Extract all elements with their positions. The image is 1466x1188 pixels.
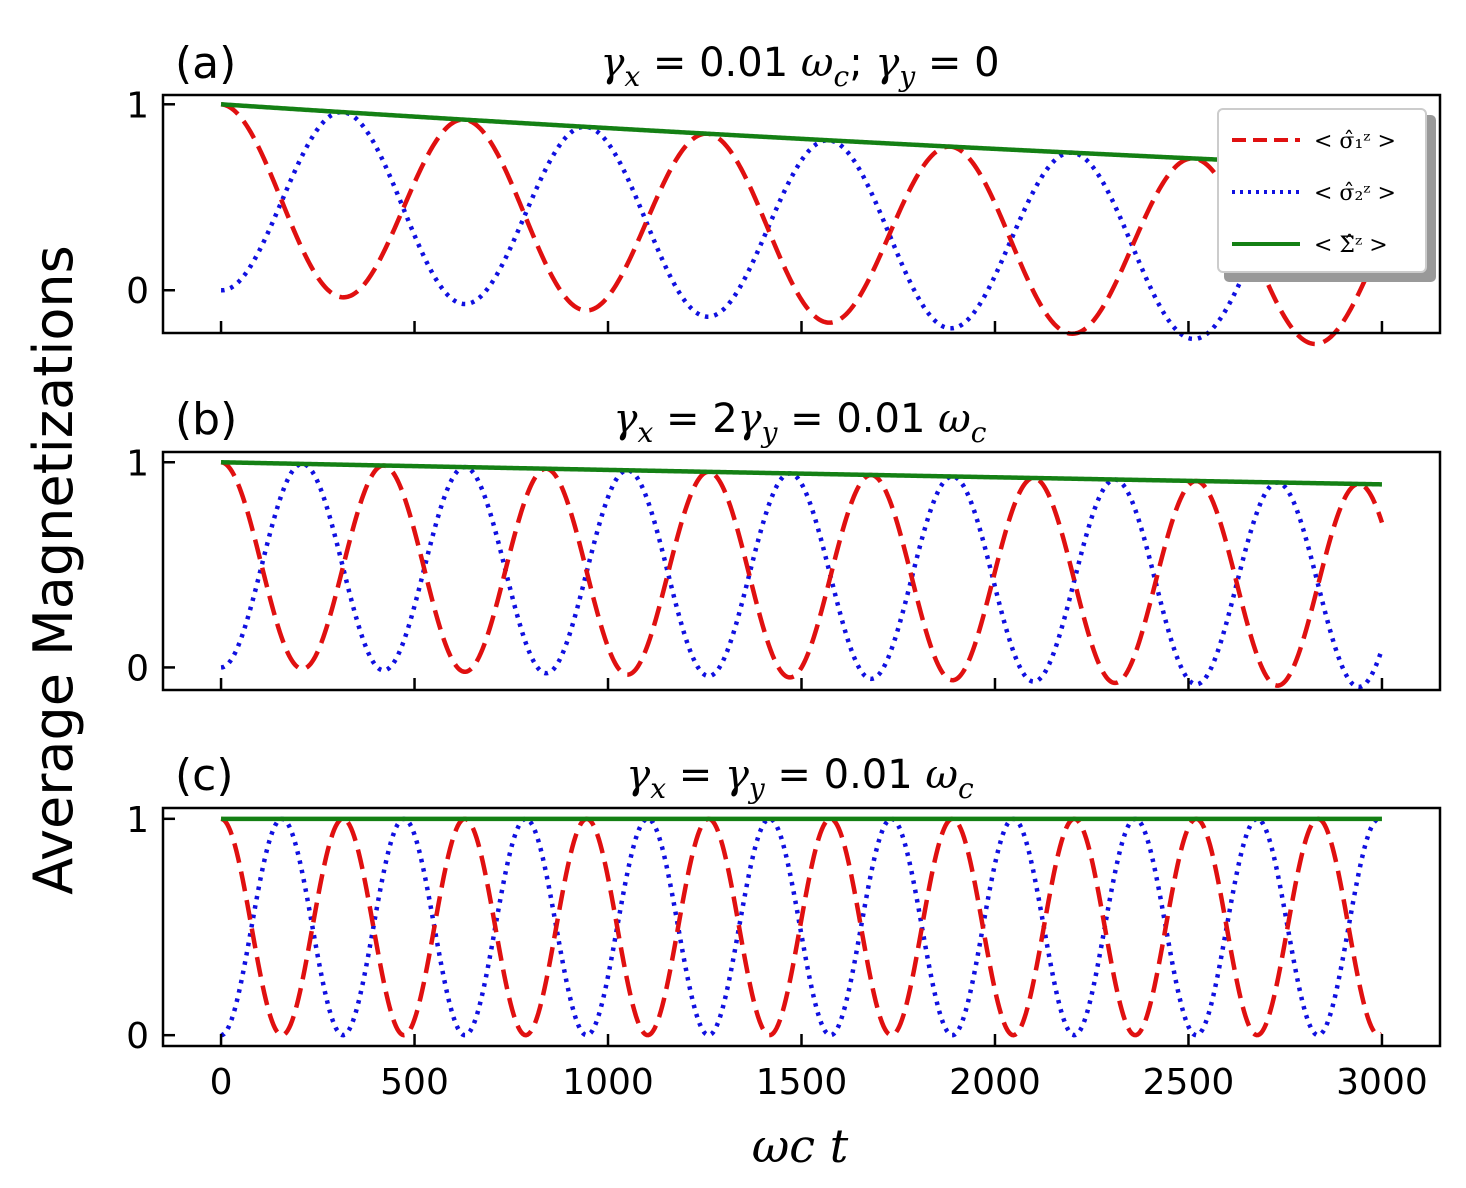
- series-line-sigma1: [220, 816, 1384, 1038]
- x-tick-label: 1000: [562, 1062, 654, 1103]
- legend-label-sigma2: < σ̂₂ᶻ >: [1314, 181, 1396, 206]
- x-tick-label: 2000: [949, 1062, 1041, 1103]
- panel-b-label: (b): [175, 394, 237, 445]
- panel-a: (a) γx = 0.01 ωc; γy = 0 01: [126, 38, 1442, 347]
- x-axis-label: ωc t: [752, 1119, 849, 1173]
- series-line-sigma2: [221, 109, 1385, 342]
- panel-a-label: (a): [175, 38, 236, 89]
- panel-b-plot-area: 01: [126, 443, 1442, 692]
- panel-c: (c) γx = γy = 0.01 ωc 0 1 0 500 1000 1500 2000…: [126, 750, 1442, 1103]
- series-line-sigma2: [220, 461, 1385, 690]
- y-tick-label: 1: [126, 443, 149, 484]
- panel-c-label: (c): [175, 750, 234, 801]
- panel-c-plot-area: 0 1 0 500 1000 1500 2000 2500 3000: [126, 800, 1442, 1103]
- y-axis-label: Average Magnetizations: [22, 245, 85, 895]
- series-line-sigmatotal: [220, 102, 1383, 170]
- x-tick-label: 3000: [1336, 1062, 1428, 1103]
- panel-a-title: γx = 0.01 ωc; γy = 0: [600, 40, 999, 93]
- series-line-sigmatotal: [221, 460, 1382, 487]
- y-tick-label: 1: [126, 800, 149, 841]
- legend: < σ̂₁ᶻ > < σ̂₂ᶻ > < Σ̂ᶻ >: [1217, 108, 1436, 282]
- legend-box: [1217, 108, 1427, 273]
- series-line-sigma1: [220, 460, 1385, 688]
- y-tick-label: 0: [126, 648, 149, 689]
- x-tick-label: 1500: [756, 1062, 848, 1103]
- y-tick-label: 0: [126, 1016, 149, 1057]
- y-tick-label: 0: [126, 271, 149, 312]
- panel-a-plot-area: 01: [126, 85, 1442, 347]
- panel-b: (b) γx = 2γy = 0.01 ωc 01: [126, 394, 1442, 692]
- x-tick-label: 500: [380, 1062, 449, 1103]
- panel-c-title: γx = γy = 0.01 ωc: [626, 752, 974, 805]
- panel-b-title: γx = 2γy = 0.01 ωc: [614, 396, 987, 449]
- legend-label-sigma1: < σ̂₁ᶻ >: [1314, 129, 1396, 154]
- x-tick-label: 2500: [1143, 1062, 1235, 1103]
- series-line-sigma2: [220, 816, 1384, 1038]
- y-tick-label: 1: [126, 85, 149, 126]
- x-tick-label: 0: [210, 1062, 233, 1103]
- legend-label-sigmatotal: < Σ̂ᶻ >: [1314, 233, 1388, 258]
